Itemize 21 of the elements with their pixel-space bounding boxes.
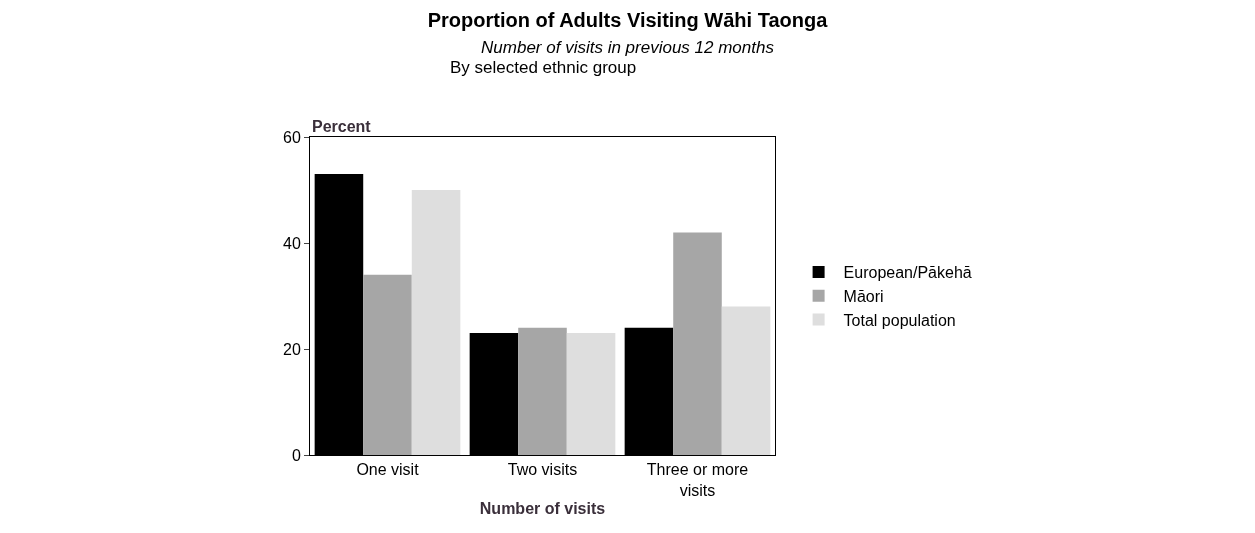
x-tick-label: One visit — [356, 461, 420, 479]
x-tick-label: Three or more visits — [646, 461, 749, 499]
x-tick-label: Two visits — [507, 461, 578, 479]
text: By selected ethnic group — [450, 58, 637, 77]
y-tick-label: 40 — [283, 234, 301, 252]
y-tick-label: 0 — [291, 446, 301, 464]
y-tick-label: 20 — [283, 340, 301, 358]
chart-title: Proportion of Adults Visiting Wāhi Taonga — [427, 8, 829, 31]
bar — [721, 306, 771, 455]
chart-subtitle: Number of visits in previous 12 months — [481, 37, 775, 57]
legend-label: European/Pākehā — [843, 264, 972, 282]
x-axis-title: Number of visits — [479, 499, 606, 517]
y-axis-title: Percent — [312, 118, 372, 135]
bar — [566, 333, 616, 455]
legend-label: Māori — [843, 287, 884, 305]
legend-label: Total population — [843, 311, 956, 329]
bar — [411, 190, 461, 455]
y-tick-label: 60 — [283, 128, 301, 146]
bar — [673, 232, 722, 455]
bar — [363, 274, 412, 455]
bar — [518, 327, 567, 455]
